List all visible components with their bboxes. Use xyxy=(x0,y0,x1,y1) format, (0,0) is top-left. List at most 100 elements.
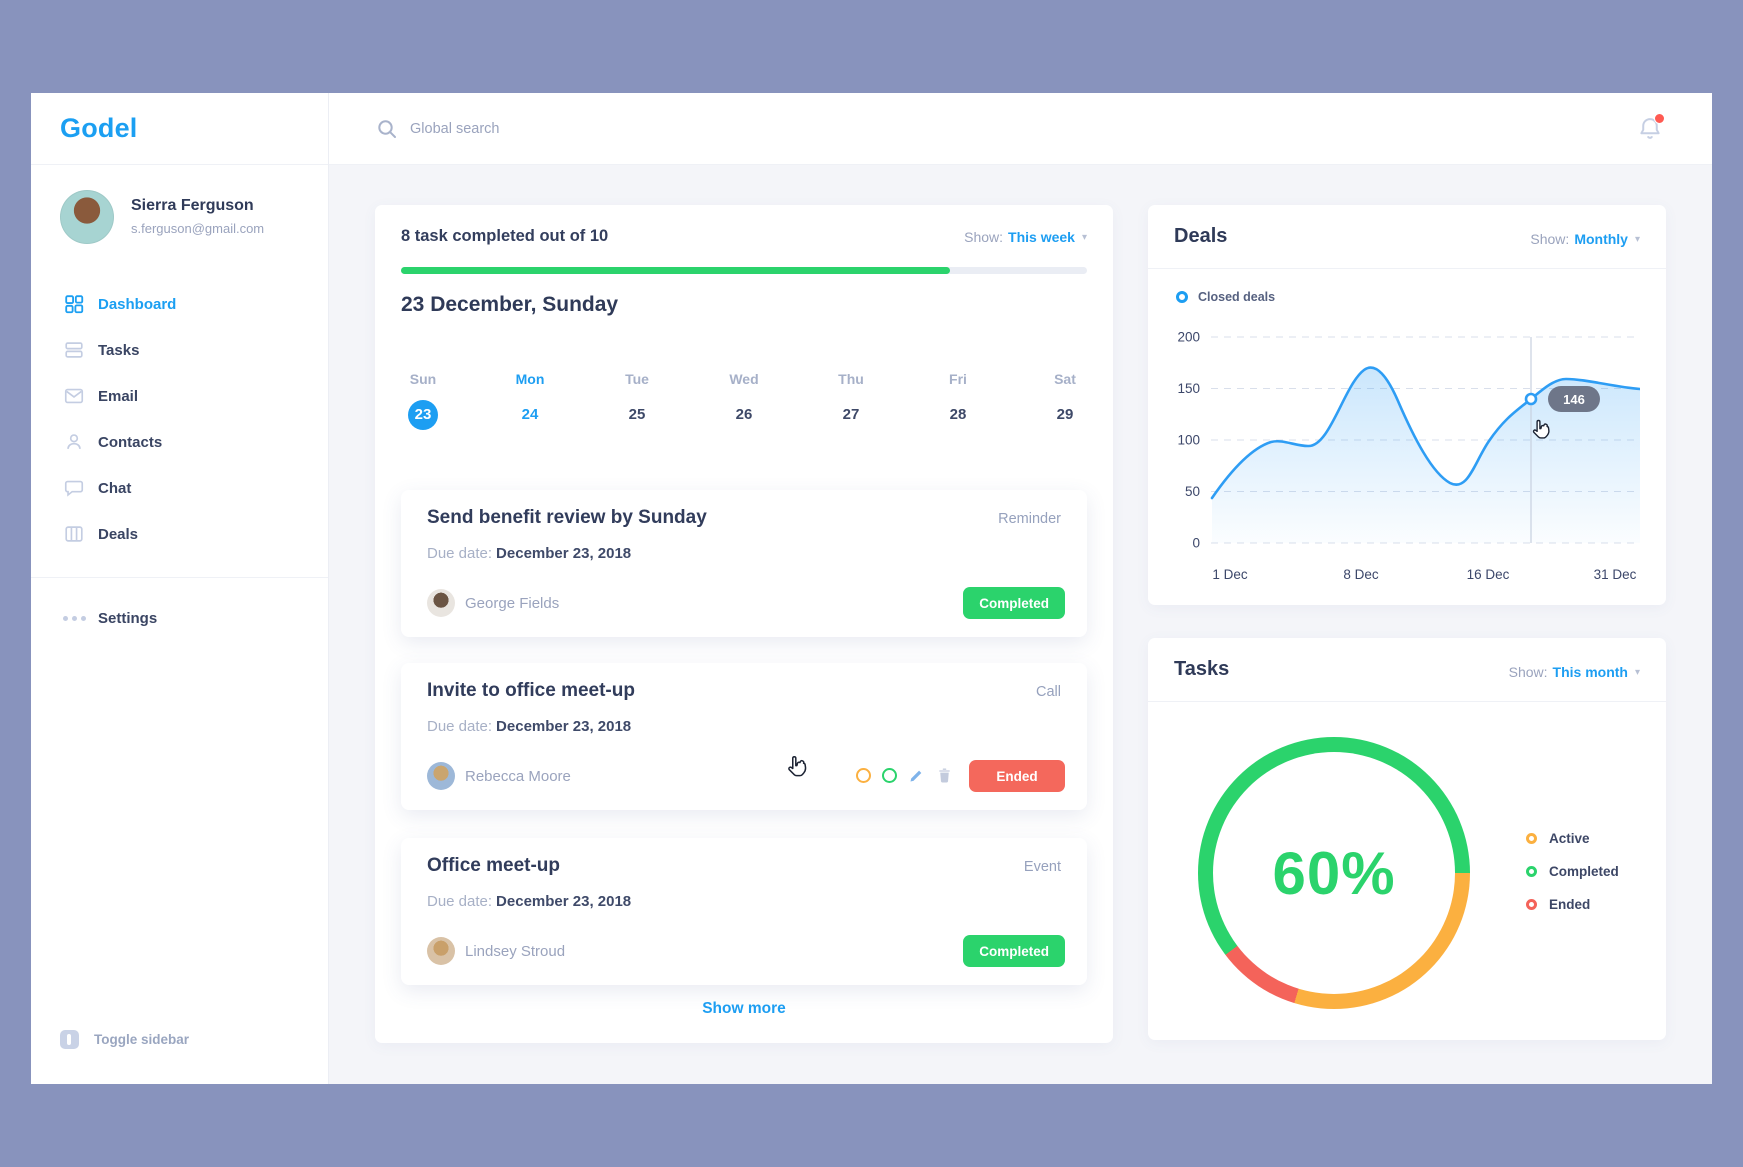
sidebar: Godel Sierra Ferguson s.ferguson@gmail.c… xyxy=(31,93,329,1084)
chart-area-fill xyxy=(1212,367,1640,543)
legend-item-completed: Completed xyxy=(1526,855,1619,888)
delete-trash-icon[interactable] xyxy=(936,767,953,784)
global-search-input[interactable] xyxy=(410,111,830,147)
sidebar-item-dashboard[interactable]: Dashboard xyxy=(31,281,328,327)
sidebar-nav: Dashboard Tasks Email xyxy=(31,281,328,557)
svg-text:0: 0 xyxy=(1192,536,1200,551)
chart-hover-point xyxy=(1524,392,1538,406)
user-name: Sierra Ferguson xyxy=(131,197,254,214)
ended-legend-marker xyxy=(1526,899,1537,910)
mark-active-icon[interactable] xyxy=(856,768,871,783)
sidebar-item-label: Email xyxy=(98,387,139,405)
week-day-sat[interactable]: Sat 29 xyxy=(1054,371,1076,423)
deals-show-dropdown[interactable]: Show: Monthly ▾ xyxy=(1530,231,1640,247)
assignee-avatar xyxy=(427,589,455,617)
svg-text:50: 50 xyxy=(1185,484,1200,499)
deals-line-chart[interactable]: 200 150 100 50 0 xyxy=(1174,323,1640,589)
task-card[interactable]: Office meet-up Event Due date: December 2… xyxy=(401,838,1087,985)
sidebar-divider xyxy=(31,577,328,578)
edit-pencil-icon[interactable] xyxy=(908,767,925,784)
svg-text:200: 200 xyxy=(1177,330,1200,345)
sidebar-toggle-icon xyxy=(60,1030,79,1049)
sidebar-item-deals[interactable]: Deals xyxy=(31,511,328,557)
show-label: Show: xyxy=(964,229,1004,245)
task-due-date: Due date: December 23, 2018 xyxy=(427,893,632,910)
chart-tooltip: 146 xyxy=(1548,386,1600,412)
svg-text:8 Dec: 8 Dec xyxy=(1343,567,1379,582)
user-email: s.ferguson@gmail.com xyxy=(131,221,265,236)
contacts-icon xyxy=(63,431,85,453)
week-day-tue[interactable]: Tue 25 xyxy=(625,371,649,423)
sidebar-item-label: Dashboard xyxy=(98,295,177,313)
task-title: Send benefit review by Sunday xyxy=(427,507,707,528)
chat-icon xyxy=(63,477,85,499)
show-more-link[interactable]: Show more xyxy=(702,1000,786,1017)
date-heading: 23 December, Sunday xyxy=(401,293,619,316)
task-card[interactable]: Send benefit review by Sunday Reminder D… xyxy=(401,490,1087,637)
schedule-show-dropdown[interactable]: Show: This week ▾ xyxy=(964,229,1087,245)
task-title: Invite to office meet-up xyxy=(427,680,635,701)
tasks-icon xyxy=(63,339,85,361)
app-canvas: Godel Sierra Ferguson s.ferguson@gmail.c… xyxy=(31,93,1712,1084)
sidebar-item-settings[interactable]: Settings xyxy=(31,595,328,641)
email-icon xyxy=(63,385,85,407)
week-day-fri[interactable]: Fri 28 xyxy=(949,371,967,423)
task-status-button[interactable]: Completed xyxy=(963,587,1065,619)
schedule-card: 8 task completed out of 10 Show: This we… xyxy=(375,205,1113,1043)
sidebar-item-label: Contacts xyxy=(98,433,163,451)
mark-completed-icon[interactable] xyxy=(882,768,897,783)
assignee-avatar xyxy=(427,762,455,790)
chevron-down-icon: ▾ xyxy=(1634,666,1640,678)
chart-line xyxy=(1210,366,1640,500)
user-avatar[interactable] xyxy=(60,190,114,244)
week-day-sun[interactable]: Sun 23 xyxy=(401,371,445,430)
search-icon xyxy=(375,117,399,141)
task-card[interactable]: Invite to office meet-up Call Due date: D… xyxy=(401,663,1087,810)
assignee-name: George Fields xyxy=(465,595,560,612)
task-status-button[interactable]: Ended xyxy=(969,760,1065,792)
task-progress-summary: 8 task completed out of 10 xyxy=(401,227,609,245)
sidebar-item-label: Deals xyxy=(98,525,139,543)
notifications-bell-icon[interactable] xyxy=(1636,113,1665,143)
task-due-date: Due date: December 23, 2018 xyxy=(427,545,632,562)
app-logo: Godel xyxy=(60,113,138,143)
closed-deals-legend-label: Closed deals xyxy=(1198,290,1276,304)
closed-deals-legend-marker xyxy=(1176,291,1188,303)
sidebar-item-chat[interactable]: Chat xyxy=(31,465,328,511)
card-divider xyxy=(1148,701,1666,702)
task-type-label: Event xyxy=(1023,859,1061,875)
legend-item-active: Active xyxy=(1526,822,1619,855)
deals-title: Deals xyxy=(1174,225,1228,247)
sidebar-item-tasks[interactable]: Tasks xyxy=(31,327,328,373)
task-due-date: Due date: December 23, 2018 xyxy=(427,718,632,735)
assignee-name: Lindsey Stroud xyxy=(465,943,566,960)
sidebar-item-contacts[interactable]: Contacts xyxy=(31,419,328,465)
sidebar-item-email[interactable]: Email xyxy=(31,373,328,419)
main-content: 8 task completed out of 10 Show: This we… xyxy=(329,165,1712,1084)
week-selector: Sun 23 Mon 24 Tue 25 Wed 26 xyxy=(401,371,1087,430)
card-divider xyxy=(1148,268,1666,269)
task-progress-bar xyxy=(401,267,1087,274)
week-day-wed[interactable]: Wed 26 xyxy=(729,371,759,423)
completed-legend-marker xyxy=(1526,866,1537,877)
tasks-widget-title: Tasks xyxy=(1174,658,1230,680)
svg-text:1 Dec: 1 Dec xyxy=(1212,567,1248,582)
assignee-name: Rebecca Moore xyxy=(465,768,571,785)
tasks-show-dropdown[interactable]: Show: This month ▾ xyxy=(1509,664,1640,680)
svg-text:31 Dec: 31 Dec xyxy=(1594,567,1637,582)
deals-card: Deals Show: Monthly ▾ Closed deals xyxy=(1148,205,1666,605)
task-progress-fill xyxy=(401,267,950,274)
week-day-mon[interactable]: Mon 24 xyxy=(515,371,545,423)
assignee-avatar xyxy=(427,937,455,965)
sidebar-header: Godel xyxy=(31,93,328,165)
donut-percent-label: 60% xyxy=(1272,839,1396,907)
task-title: Office meet-up xyxy=(427,855,561,876)
toggle-sidebar-button[interactable]: Toggle sidebar xyxy=(60,1030,189,1049)
chevron-down-icon: ▾ xyxy=(1634,233,1640,245)
deals-columns-icon xyxy=(63,523,85,545)
task-status-button[interactable]: Completed xyxy=(963,935,1065,967)
svg-text:150: 150 xyxy=(1177,381,1200,396)
task-type-label: Call xyxy=(1036,684,1061,700)
dots-icon xyxy=(62,607,86,629)
week-day-thu[interactable]: Thu 27 xyxy=(838,371,864,423)
